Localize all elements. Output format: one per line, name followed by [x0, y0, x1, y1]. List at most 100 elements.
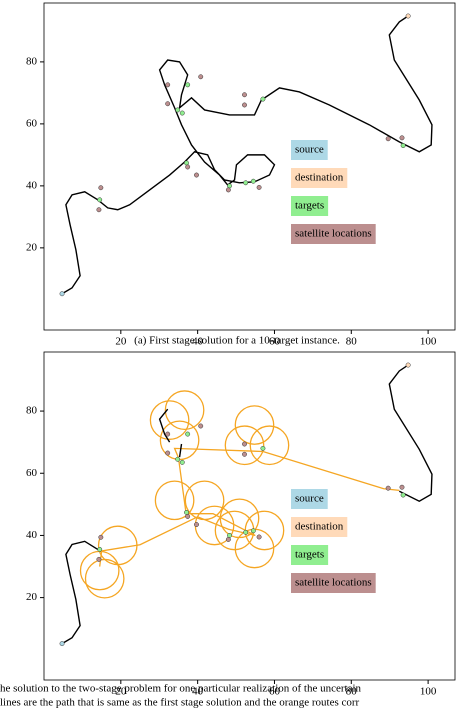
legend-swatch	[291, 573, 376, 593]
point	[242, 92, 247, 98]
caption: lines are the path that is same as the f…	[0, 697, 360, 708]
point	[97, 197, 103, 203]
point	[243, 529, 249, 535]
point	[242, 451, 247, 457]
point	[385, 485, 391, 491]
point	[59, 291, 65, 297]
point	[385, 136, 391, 142]
legend-swatch	[291, 545, 329, 565]
y-tick-label: 20	[26, 591, 38, 603]
caption: (a) First stage solution for a 10-target…	[134, 335, 340, 347]
point	[165, 101, 171, 107]
legend-label: targets	[295, 200, 324, 212]
point	[194, 172, 199, 178]
legend-swatch	[291, 196, 329, 216]
y-tick-label: 60	[26, 467, 38, 479]
point	[179, 110, 185, 116]
point	[405, 362, 411, 368]
x-tick-label: 40	[192, 336, 204, 348]
caption: he solution to the two-stage problem for…	[0, 683, 362, 695]
point	[250, 178, 256, 184]
point	[242, 102, 247, 108]
point	[98, 534, 104, 540]
point	[165, 450, 171, 456]
x-tick-label: 100	[420, 336, 437, 348]
x-tick-label: 100	[420, 686, 437, 698]
legend-label: source	[295, 493, 324, 505]
y-tick-label: 80	[26, 55, 38, 67]
legend-label: targets	[295, 549, 324, 561]
x-tick-label: 40	[192, 686, 204, 698]
point	[185, 514, 191, 519]
legend-swatch	[291, 140, 328, 160]
x-tick-label: 20	[115, 686, 127, 698]
point	[179, 459, 185, 465]
legend-swatch	[291, 489, 328, 509]
y-tick-label: 20	[26, 241, 38, 253]
axes-frame	[43, 2, 456, 331]
x-tick-label: 60	[269, 336, 281, 348]
point	[260, 445, 266, 451]
vehicle-path	[61, 364, 433, 645]
satellite-loop	[149, 400, 190, 440]
y-tick-label: 40	[26, 179, 38, 191]
legend-label: destination	[295, 521, 344, 533]
point	[194, 522, 199, 527]
point	[250, 528, 256, 534]
legend-swatch	[291, 224, 376, 244]
point	[243, 180, 249, 186]
point	[175, 456, 181, 462]
satellite-loop	[224, 425, 265, 466]
point	[184, 160, 189, 166]
point	[165, 82, 171, 88]
point	[227, 532, 232, 538]
vehicle-path	[61, 15, 433, 295]
legend-label: destination	[295, 172, 344, 184]
satellite-loop	[164, 390, 205, 430]
legend-label: satellite locations	[295, 577, 372, 589]
legend-swatch	[291, 168, 348, 188]
x-tick-label: 20	[115, 336, 127, 348]
point	[96, 207, 102, 213]
point	[185, 164, 191, 170]
legend-label: satellite locations	[295, 228, 372, 240]
point	[400, 492, 406, 498]
point	[400, 143, 406, 149]
point	[225, 537, 231, 542]
point	[185, 82, 191, 88]
point	[97, 546, 103, 552]
point	[399, 484, 405, 490]
point	[260, 96, 266, 102]
point	[198, 423, 204, 429]
point	[225, 187, 231, 193]
axes-frame	[43, 351, 456, 681]
y-tick-label: 60	[26, 117, 38, 129]
point	[96, 556, 102, 562]
point	[256, 184, 262, 190]
point	[399, 135, 405, 141]
point	[175, 107, 181, 113]
satellite-loop	[234, 405, 275, 445]
satellite-loop	[249, 425, 290, 466]
point	[256, 534, 262, 540]
legend-swatch	[291, 517, 348, 537]
x-tick-label: 80	[346, 686, 358, 698]
point	[242, 441, 247, 447]
point	[165, 431, 171, 437]
point	[98, 185, 104, 191]
point	[405, 13, 411, 19]
point	[184, 509, 189, 515]
satellite-loop	[219, 498, 260, 539]
y-tick-label: 80	[26, 405, 38, 417]
point	[198, 74, 204, 80]
y-tick-label: 40	[26, 529, 38, 541]
satellite-loop	[84, 558, 125, 599]
satellite-loop	[154, 480, 195, 521]
x-tick-label: 80	[346, 336, 358, 348]
point	[227, 183, 232, 189]
point	[59, 641, 65, 647]
point	[185, 431, 191, 437]
x-tick-label: 60	[269, 686, 281, 698]
legend-label: source	[295, 144, 324, 156]
